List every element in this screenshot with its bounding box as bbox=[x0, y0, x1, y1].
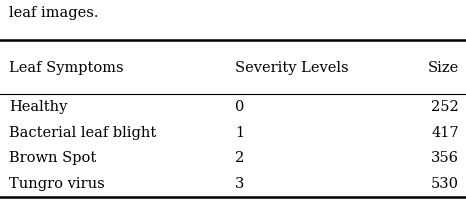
Text: leaf images.: leaf images. bbox=[9, 6, 99, 20]
Text: Tungro virus: Tungro virus bbox=[9, 177, 105, 191]
Text: Healthy: Healthy bbox=[9, 100, 68, 114]
Text: 417: 417 bbox=[432, 126, 459, 140]
Text: Brown Spot: Brown Spot bbox=[9, 151, 96, 165]
Text: Leaf Symptoms: Leaf Symptoms bbox=[9, 61, 124, 75]
Text: Bacterial leaf blight: Bacterial leaf blight bbox=[9, 126, 157, 140]
Text: 0: 0 bbox=[235, 100, 245, 114]
Text: 530: 530 bbox=[431, 177, 459, 191]
Text: 3: 3 bbox=[235, 177, 245, 191]
Text: 356: 356 bbox=[431, 151, 459, 165]
Text: 252: 252 bbox=[431, 100, 459, 114]
Text: 2: 2 bbox=[235, 151, 245, 165]
Text: Severity Levels: Severity Levels bbox=[235, 61, 349, 75]
Text: Size: Size bbox=[428, 61, 459, 75]
Text: 1: 1 bbox=[235, 126, 245, 140]
